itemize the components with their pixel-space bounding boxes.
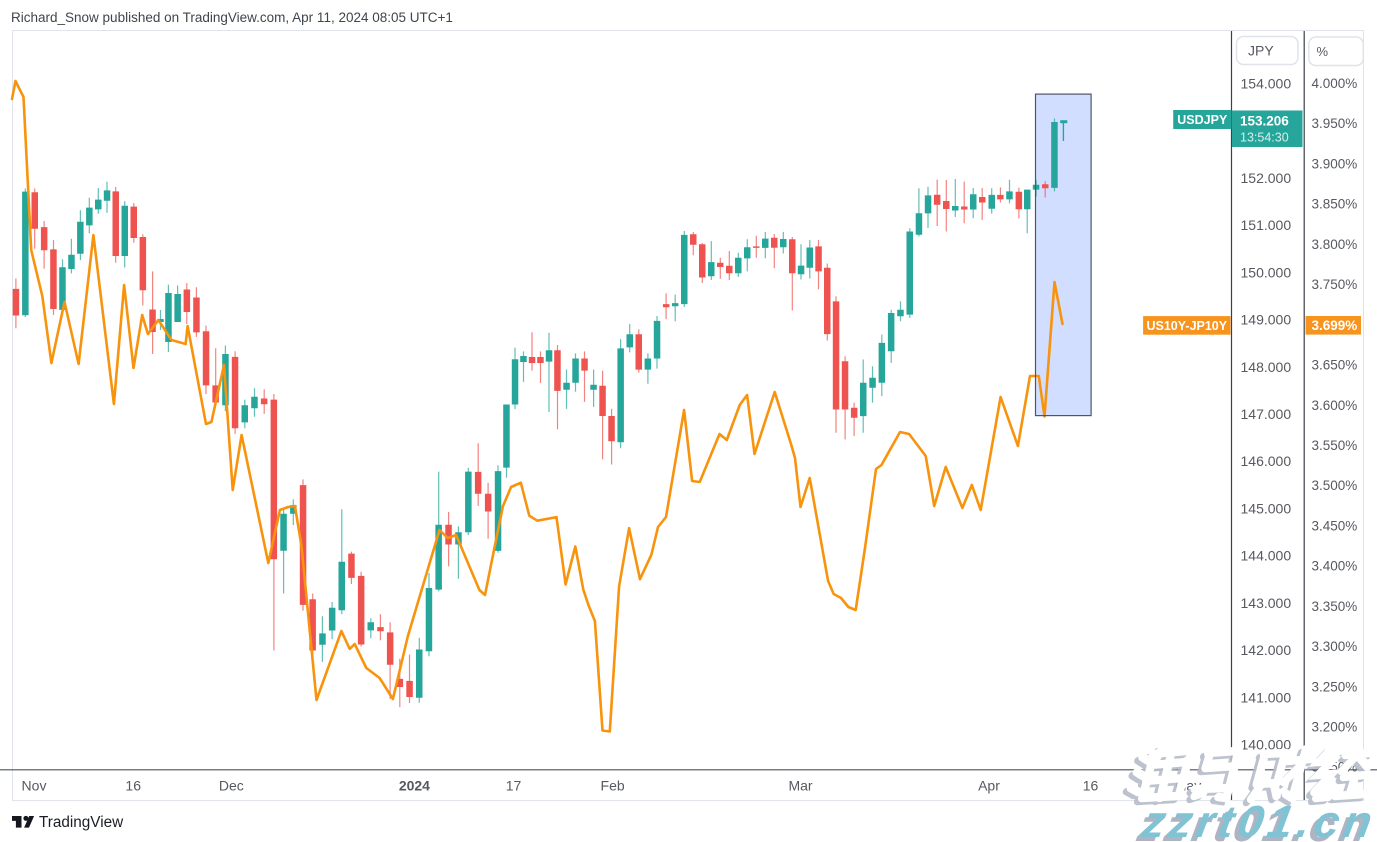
svg-text:16: 16 [1083, 778, 1099, 794]
svg-text:141.000: 141.000 [1241, 689, 1292, 705]
svg-text:zzrt01.cn: zzrt01.cn [1133, 800, 1376, 842]
svg-text:3.250%: 3.250% [1312, 679, 1358, 694]
svg-text:150.000: 150.000 [1241, 264, 1292, 280]
svg-text:%: % [1317, 44, 1329, 59]
svg-text:USDJPY: USDJPY [1177, 113, 1228, 127]
svg-text:3.650%: 3.650% [1312, 358, 1358, 373]
svg-text:3.500%: 3.500% [1312, 478, 1358, 493]
svg-text:154.000: 154.000 [1241, 76, 1292, 92]
svg-text:3.600%: 3.600% [1312, 398, 1358, 413]
svg-text:Feb: Feb [601, 778, 625, 794]
svg-text:US10Y-JP10Y: US10Y-JP10Y [1146, 319, 1227, 333]
svg-text:Nov: Nov [22, 778, 47, 794]
svg-text:145.000: 145.000 [1241, 500, 1292, 516]
svg-text:3.400%: 3.400% [1312, 559, 1358, 574]
svg-text:17: 17 [506, 778, 522, 794]
svg-text:zzrt01.cn: zzrt01.cn [1138, 796, 1377, 842]
svg-text:152.000: 152.000 [1241, 170, 1292, 186]
svg-text:144.000: 144.000 [1241, 548, 1292, 564]
svg-text:147.000: 147.000 [1241, 406, 1292, 422]
svg-text:3.350%: 3.350% [1312, 599, 1358, 614]
svg-text:3.550%: 3.550% [1312, 438, 1358, 453]
svg-text:3.850%: 3.850% [1312, 197, 1358, 212]
svg-text:3.450%: 3.450% [1312, 518, 1358, 533]
svg-text:13:54:30: 13:54:30 [1240, 131, 1289, 145]
svg-text:Mar: Mar [788, 778, 812, 794]
svg-text:143.000: 143.000 [1241, 595, 1292, 611]
svg-text:Dec: Dec [219, 778, 244, 794]
svg-text:3.300%: 3.300% [1312, 639, 1358, 654]
svg-text:3.200%: 3.200% [1312, 720, 1358, 735]
svg-text:JPY: JPY [1248, 43, 1274, 59]
svg-text:149.000: 149.000 [1241, 312, 1292, 328]
svg-text:4.000%: 4.000% [1312, 76, 1358, 91]
svg-text:3.950%: 3.950% [1312, 116, 1358, 131]
svg-text:3.800%: 3.800% [1312, 237, 1358, 252]
svg-text:140.000: 140.000 [1241, 737, 1292, 753]
svg-text:3.699%: 3.699% [1312, 318, 1358, 333]
svg-text:2024: 2024 [399, 778, 430, 794]
svg-text:146.000: 146.000 [1241, 453, 1292, 469]
svg-text:151.000: 151.000 [1241, 217, 1292, 233]
svg-text:153.206: 153.206 [1240, 114, 1289, 129]
svg-text:TradingView: TradingView [39, 814, 124, 831]
svg-text:3.750%: 3.750% [1312, 277, 1358, 292]
svg-text:Richard_Snow published on Trad: Richard_Snow published on TradingView.co… [11, 10, 453, 25]
svg-text:16: 16 [125, 778, 141, 794]
svg-text:3.900%: 3.900% [1312, 156, 1358, 171]
svg-text:148.000: 148.000 [1241, 359, 1292, 375]
svg-text:142.000: 142.000 [1241, 642, 1292, 658]
svg-text:Apr: Apr [978, 778, 1000, 794]
